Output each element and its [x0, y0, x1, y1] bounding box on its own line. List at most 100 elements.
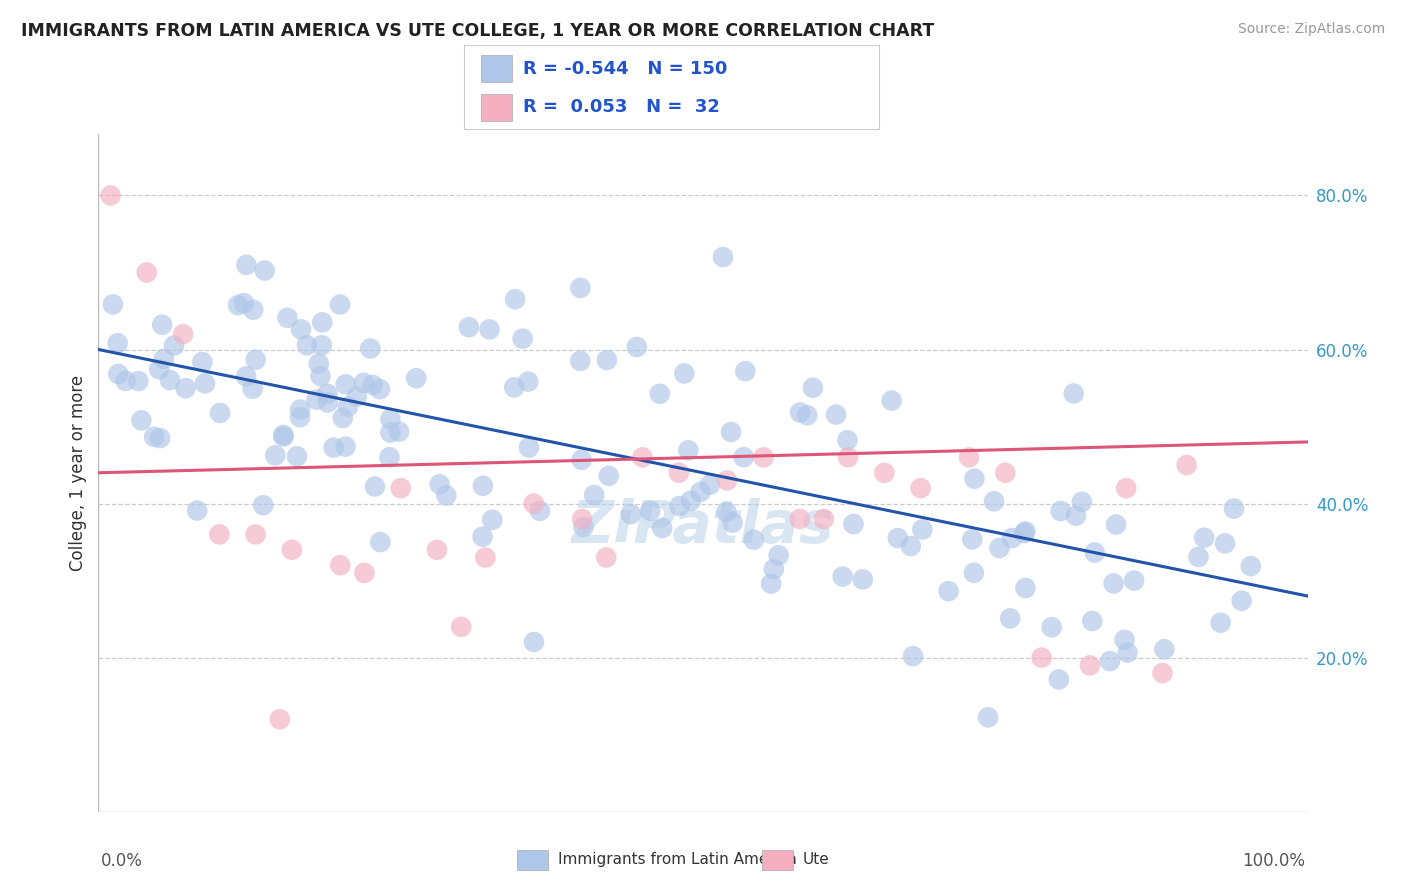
Point	[752, 450, 775, 465]
Point	[359, 342, 381, 356]
Point	[107, 336, 129, 351]
Text: Source: ZipAtlas.com: Source: ZipAtlas.com	[1237, 22, 1385, 37]
Point	[245, 527, 267, 541]
Point	[273, 428, 295, 442]
Point	[285, 450, 308, 464]
Point	[1040, 620, 1063, 634]
Text: 100.0%: 100.0%	[1241, 852, 1305, 870]
Point	[1070, 495, 1092, 509]
Point	[716, 505, 738, 519]
Point	[481, 513, 503, 527]
Point	[983, 494, 1005, 508]
Point	[789, 512, 811, 526]
Point	[269, 712, 291, 726]
Point	[143, 430, 166, 444]
Point	[288, 410, 311, 425]
Text: R = -0.544   N = 150: R = -0.544 N = 150	[523, 60, 727, 78]
Point	[638, 504, 661, 518]
Point	[1175, 458, 1198, 472]
Point	[335, 377, 357, 392]
Text: R =  0.053   N =  32: R = 0.053 N = 32	[523, 98, 720, 117]
Point	[364, 479, 387, 493]
Point	[1014, 524, 1036, 539]
Point	[329, 558, 352, 573]
Point	[127, 374, 149, 388]
Point	[332, 411, 354, 425]
Point	[1047, 673, 1070, 687]
Point	[721, 516, 744, 530]
Text: 0.0%: 0.0%	[101, 852, 143, 870]
Point	[813, 512, 835, 526]
Text: IMMIGRANTS FROM LATIN AMERICA VS UTE COLLEGE, 1 YEAR OR MORE CORRELATION CHART: IMMIGRANTS FROM LATIN AMERICA VS UTE COL…	[21, 22, 935, 40]
Point	[264, 448, 287, 462]
Point	[1012, 526, 1035, 541]
Point	[598, 468, 620, 483]
Point	[679, 493, 702, 508]
Point	[1078, 658, 1101, 673]
Point	[1114, 632, 1136, 647]
Point	[322, 441, 344, 455]
Point	[910, 481, 932, 495]
Point	[1084, 545, 1107, 559]
Point	[1230, 594, 1253, 608]
Point	[1116, 646, 1139, 660]
Point	[1063, 386, 1085, 401]
Point	[962, 533, 984, 547]
Point	[1098, 654, 1121, 668]
Point	[977, 710, 1000, 724]
Point	[316, 395, 339, 409]
Point	[172, 327, 194, 342]
Point	[208, 527, 231, 541]
Point	[148, 362, 170, 376]
Point	[842, 516, 865, 531]
Point	[699, 477, 721, 491]
Point	[789, 405, 811, 419]
Point	[963, 566, 986, 580]
Point	[242, 382, 264, 396]
Point	[523, 635, 546, 649]
Point	[1001, 531, 1024, 545]
Point	[316, 386, 339, 401]
Point	[252, 498, 274, 512]
Point	[831, 569, 853, 583]
Point	[734, 364, 756, 378]
Point	[101, 297, 124, 311]
Point	[405, 371, 427, 385]
Point	[245, 352, 267, 367]
Point	[572, 520, 595, 534]
Point	[529, 504, 551, 518]
Point	[901, 649, 924, 664]
Point	[733, 450, 755, 465]
Point	[276, 310, 298, 325]
Point	[963, 472, 986, 486]
Point	[512, 332, 534, 346]
Point	[720, 425, 742, 439]
Point	[150, 318, 173, 332]
Point	[668, 466, 690, 480]
Point	[796, 408, 818, 422]
Point	[569, 281, 592, 295]
Point	[380, 412, 402, 426]
Point	[159, 373, 181, 387]
Point	[595, 550, 617, 565]
Y-axis label: College, 1 year or more: College, 1 year or more	[69, 375, 87, 571]
Point	[880, 393, 903, 408]
Point	[253, 263, 276, 277]
Point	[957, 450, 980, 465]
Point	[353, 376, 375, 390]
Point	[1014, 581, 1036, 595]
Point	[434, 488, 457, 502]
Point	[457, 320, 479, 334]
Point	[450, 620, 472, 634]
Point	[309, 369, 332, 384]
Point	[571, 512, 593, 526]
Point	[801, 381, 824, 395]
Point	[478, 322, 501, 336]
Point	[596, 353, 619, 368]
Point	[208, 406, 231, 420]
Point	[503, 380, 526, 394]
Point	[378, 450, 401, 465]
Point	[226, 298, 249, 312]
Point	[290, 322, 312, 336]
Point	[471, 479, 494, 493]
